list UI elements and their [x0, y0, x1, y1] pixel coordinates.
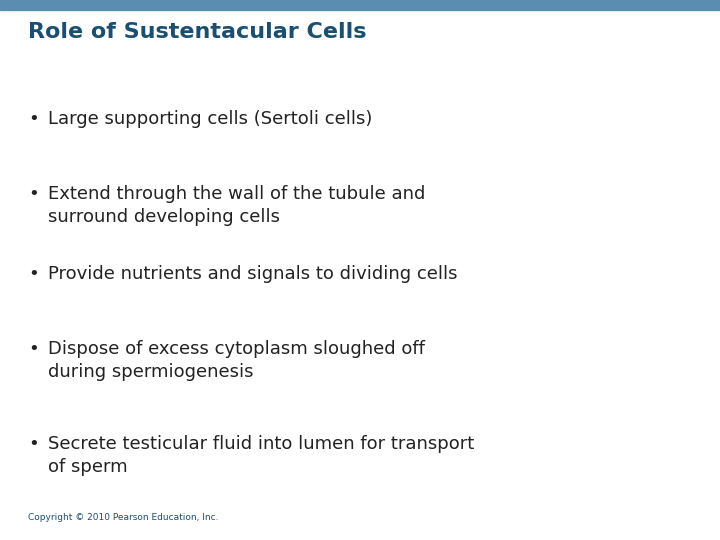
Text: Dispose of excess cytoplasm sloughed off
during spermiogenesis: Dispose of excess cytoplasm sloughed off…	[48, 340, 425, 381]
Text: •: •	[28, 185, 39, 203]
Text: Extend through the wall of the tubule and
surround developing cells: Extend through the wall of the tubule an…	[48, 185, 426, 226]
Text: Large supporting cells (Sertoli cells): Large supporting cells (Sertoli cells)	[48, 110, 372, 128]
Text: •: •	[28, 110, 39, 128]
Text: Provide nutrients and signals to dividing cells: Provide nutrients and signals to dividin…	[48, 265, 457, 283]
Text: •: •	[28, 435, 39, 453]
Text: •: •	[28, 340, 39, 358]
Text: Secrete testicular fluid into lumen for transport
of sperm: Secrete testicular fluid into lumen for …	[48, 435, 474, 476]
Text: Role of Sustentacular Cells: Role of Sustentacular Cells	[28, 22, 366, 42]
Text: •: •	[28, 265, 39, 283]
Bar	[0, 0, 720, 10]
Text: Copyright © 2010 Pearson Education, Inc.: Copyright © 2010 Pearson Education, Inc.	[28, 513, 218, 522]
